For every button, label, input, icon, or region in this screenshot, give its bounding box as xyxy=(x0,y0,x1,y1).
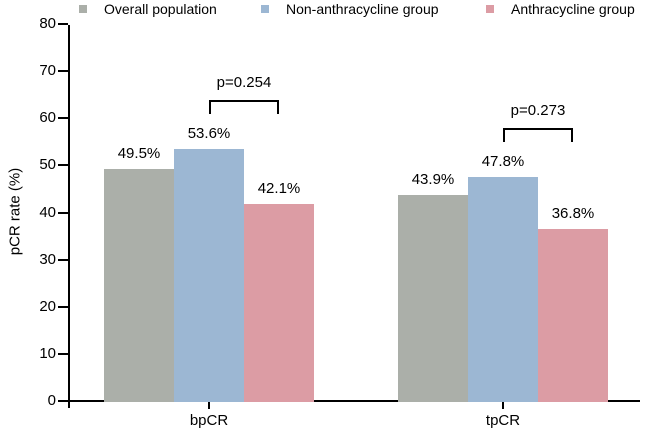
bar-value-label: 53.6% xyxy=(187,125,231,143)
bar-value-label: 47.8% xyxy=(481,152,525,170)
y-tick-label: 60 xyxy=(39,109,56,127)
y-tick-label: 80 xyxy=(39,15,56,32)
y-tick-mark xyxy=(58,23,68,25)
x-tick-mark xyxy=(502,402,504,409)
bar-overall-population-tpcr xyxy=(398,195,468,402)
bar-non-anthracycline-group-tpcr xyxy=(468,176,538,402)
non-anthracycline-marker-icon xyxy=(261,5,269,13)
p-value-label: p=0.273 xyxy=(510,101,566,119)
y-tick-mark xyxy=(58,117,68,120)
y-tick-mark xyxy=(58,400,68,402)
overall-population-marker-icon xyxy=(79,5,87,13)
y-tick-mark xyxy=(58,305,68,308)
y-tick-label: 0 xyxy=(47,392,56,409)
x-category-label: tpCR xyxy=(485,412,521,429)
y-tick-mark xyxy=(58,352,68,355)
y-axis-line xyxy=(68,25,70,408)
bar-value-label: 49.5% xyxy=(117,144,161,162)
bar-value-label: 42.1% xyxy=(257,179,301,197)
bracket-top xyxy=(503,127,573,130)
y-tick-label: 70 xyxy=(39,62,56,80)
bracket-left-tick xyxy=(209,100,211,115)
bar-value-label: 36.8% xyxy=(551,204,595,222)
bar-anthracycline-group-bpcr xyxy=(244,203,314,402)
bar-overall-population-bpcr xyxy=(104,168,174,402)
p-value-label: p=0.254 xyxy=(216,74,272,92)
y-tick-label: 30 xyxy=(39,250,56,268)
anthracycline-marker-icon xyxy=(486,5,494,13)
bracket-right-tick xyxy=(571,127,573,142)
y-tick-label: 20 xyxy=(39,297,56,315)
x-axis-line xyxy=(68,400,640,402)
bracket-top xyxy=(209,100,279,103)
bar-value-label: 43.9% xyxy=(411,171,455,189)
legend-label-non-anthracycline: Non-anthracycline group xyxy=(286,1,439,17)
y-tick-label: 50 xyxy=(39,156,56,174)
legend-item-non-anthracycline: Non-anthracycline group xyxy=(261,1,439,17)
y-tick-mark xyxy=(58,258,68,261)
y-tick-mark xyxy=(58,211,68,214)
y-tick-label: 40 xyxy=(39,203,56,221)
bar-anthracycline-group-tpcr xyxy=(538,228,608,402)
legend-label-overall: Overall population xyxy=(104,1,217,17)
bracket-right-tick xyxy=(277,100,279,115)
legend-label-anthracycline: Anthracycline group xyxy=(511,1,635,17)
y-tick-mark xyxy=(58,164,68,167)
y-tick-label: 10 xyxy=(39,344,56,362)
bar-non-anthracycline-group-bpcr xyxy=(174,149,244,402)
bracket-left-tick xyxy=(503,127,505,142)
y-tick-mark xyxy=(58,70,68,73)
x-tick-mark xyxy=(208,402,210,409)
legend-item-anthracycline: Anthracycline group xyxy=(486,1,635,17)
x-category-label: bpCR xyxy=(189,412,229,429)
legend-item-overall: Overall population xyxy=(79,1,217,17)
